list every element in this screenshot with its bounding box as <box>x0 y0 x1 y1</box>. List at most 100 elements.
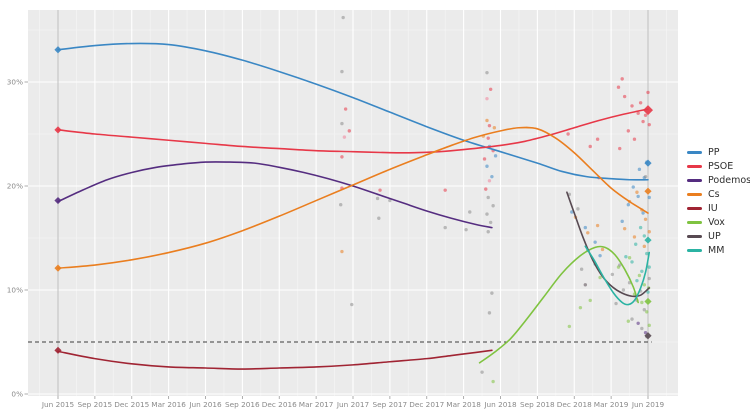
poll-point-pp <box>570 210 574 214</box>
poll-point-psoe <box>630 104 634 108</box>
poll-point-psoe <box>638 101 643 105</box>
poll-point-cs <box>635 190 639 194</box>
poll-point-pp <box>631 185 635 189</box>
trend-line-mm <box>584 245 651 306</box>
x-tick-label: Dec 2015 <box>114 400 149 409</box>
x-tick-label: Mar 2016 <box>151 400 186 409</box>
trend-line-iu <box>57 349 493 370</box>
election-result-psoe <box>54 126 62 134</box>
poll-point-pp <box>493 154 498 158</box>
x-tick-label: Jun 2016 <box>188 400 222 409</box>
poll-point-cs <box>586 231 590 235</box>
trend-line-cs <box>57 126 649 269</box>
legend-label-pp: PP <box>708 147 720 158</box>
poll-point-pp <box>620 219 624 224</box>
legend-label-podemos: Podemos <box>708 175 750 186</box>
poll-point-mm <box>630 260 634 264</box>
legend-item-podemos: Podemos <box>687 176 750 185</box>
poll-point-gray <box>350 302 354 307</box>
poll-point-gray <box>443 225 447 230</box>
poll-point-vox <box>645 310 649 314</box>
poll-point-gray <box>377 216 381 220</box>
election-result-psoe <box>643 105 654 116</box>
poll-point-gray <box>490 291 494 295</box>
poll-point-mm <box>634 242 638 246</box>
poll-point-gray <box>618 263 622 267</box>
legend-item-cs: Cs <box>687 190 750 199</box>
legend-swatch-cs <box>687 193 702 196</box>
legend-label-vox: Vox <box>708 217 725 228</box>
legend-label-up: UP <box>708 231 721 242</box>
poll-point-pp <box>598 253 602 258</box>
x-tick-label: Jun 2015 <box>41 400 74 409</box>
poll-point-podemos <box>643 330 648 335</box>
election-result-up <box>644 332 652 340</box>
x-tick-label: Jun 2017 <box>336 400 370 409</box>
poll-point-cs <box>632 235 637 239</box>
legend-swatch-mm <box>687 249 702 252</box>
legend-swatch-iu <box>687 207 702 210</box>
poll-point-gray <box>464 227 468 232</box>
poll-point-gray <box>388 198 392 203</box>
poll-point-psoe <box>646 90 650 95</box>
poll-point-psoe <box>636 111 640 115</box>
x-tick-label: Sep 2018 <box>520 400 555 409</box>
x-tick-label: Dec 2016 <box>262 400 297 409</box>
poll-point-psoe <box>343 107 348 111</box>
poll-point-pp <box>593 240 597 244</box>
election-result-cs <box>54 264 62 272</box>
legend-swatch-pp <box>687 151 702 154</box>
poll-point-vox <box>588 298 592 303</box>
poll-point-pink <box>342 135 347 139</box>
poll-point-gray <box>610 272 615 277</box>
poll-point-vox <box>627 256 632 260</box>
legend-item-iu: IU <box>687 204 750 213</box>
poll-point-psoe <box>620 77 624 81</box>
y-tick-label: 30% <box>7 78 23 87</box>
legend-label-psoe: PSOE <box>708 161 734 172</box>
poll-point-psoe <box>347 129 352 133</box>
poll-point-gray <box>488 220 493 225</box>
poll-point-mm <box>640 269 644 273</box>
poll-point-mm <box>635 278 639 283</box>
poll-point-vox <box>642 283 647 287</box>
poll-point-gray <box>468 210 472 214</box>
poll-point-vox <box>637 273 642 278</box>
poll-point-gray <box>375 196 380 201</box>
poll-point-gray <box>486 230 490 234</box>
poll-point-psoe <box>487 123 492 128</box>
poll-point-pp <box>626 203 631 207</box>
trend-line-psoe <box>57 108 649 154</box>
legend-swatch-vox <box>687 221 702 224</box>
poll-point-psoe <box>378 188 382 192</box>
poll-point-gray <box>579 267 584 271</box>
legend-label-cs: Cs <box>708 189 720 200</box>
election-result-cs <box>644 187 652 195</box>
poll-point-psoe <box>643 113 648 117</box>
poll-point-vox <box>640 300 644 305</box>
poll-point-psoe <box>641 119 645 124</box>
poll-point-mm <box>646 290 650 294</box>
poll-point-pp <box>647 195 651 200</box>
poll-point-cs <box>595 223 600 228</box>
poll-point-gray <box>621 288 626 292</box>
poll-point-gray <box>642 308 647 312</box>
x-tick-label: Jun 2018 <box>483 400 517 409</box>
poll-point-gray <box>630 317 634 321</box>
poll-point-vox <box>567 324 572 329</box>
y-tick-label: 20% <box>7 182 23 191</box>
election-result-pp <box>54 46 62 54</box>
legend-swatch-up <box>687 235 702 238</box>
x-tick-label: Mar 2017 <box>299 400 334 409</box>
poll-point-vox <box>578 305 583 310</box>
election-result-podemos <box>54 196 62 205</box>
poll-point-psoe <box>622 94 627 99</box>
poll-point-pp <box>490 174 494 179</box>
poll-point-gray <box>487 311 492 315</box>
poll-point-psoe <box>632 137 637 141</box>
election-result-vox <box>644 297 652 306</box>
poll-point-psoe <box>595 137 600 141</box>
poll-point-pp <box>637 167 642 172</box>
poll-point-gray <box>485 70 489 75</box>
legend-label-mm: MM <box>708 245 725 256</box>
